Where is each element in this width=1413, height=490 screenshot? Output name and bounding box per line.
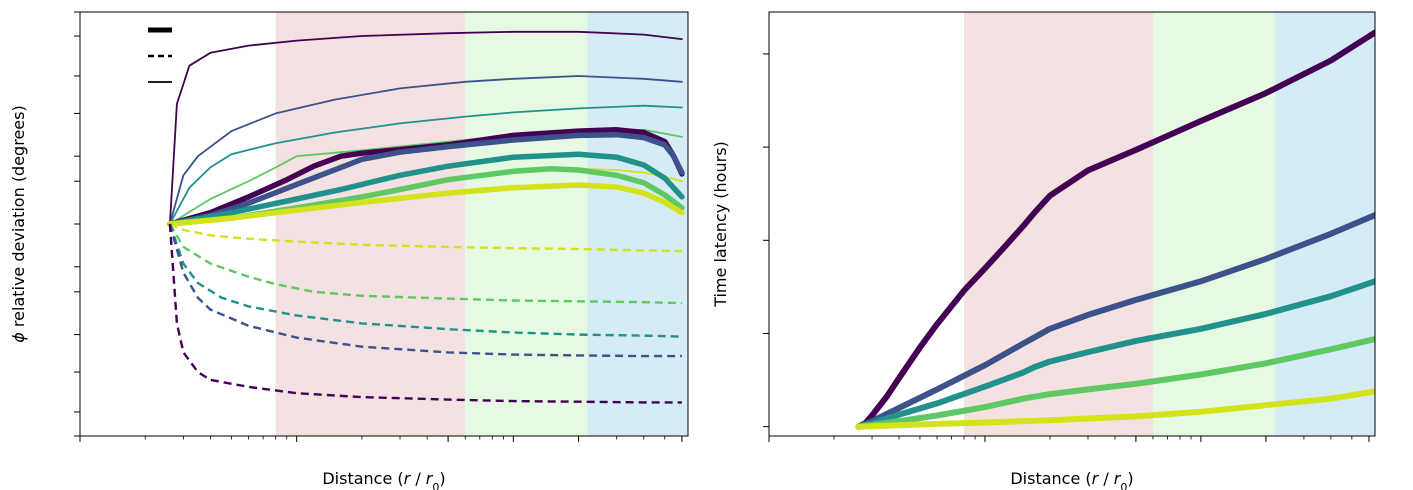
series-line-thick-9	[167, 182, 685, 227]
series-line-dashed-10	[169, 222, 682, 253]
series-line-dashed-11	[168, 223, 682, 305]
x-axis-label: Distance (r / r0)	[1010, 469, 1133, 490]
axes-frame	[768, 11, 1376, 437]
x-axis-label-text: Distance (	[322, 469, 403, 488]
series-group	[167, 30, 685, 404]
y-axis-label-symbol: ϕ	[9, 332, 28, 343]
x-axis-label-text: Distance (	[1010, 469, 1091, 488]
region-band-psp	[964, 12, 1153, 436]
series-line-dashed-13	[168, 223, 682, 358]
series-line-thick-7	[167, 151, 685, 227]
x-axis-label: Distance (r / r0)	[322, 469, 445, 490]
y-axis-label-text: Time latency (hours)	[711, 141, 730, 308]
series-group	[855, 29, 1375, 430]
series-line-dashed-14	[168, 223, 682, 404]
region-band-solo	[465, 12, 588, 436]
series-line-thin-1	[169, 75, 683, 225]
x-axis-label-sub: 0	[1120, 481, 1127, 490]
y-axis-label: Time latency (hours)	[711, 141, 730, 308]
region-band-psp	[275, 12, 466, 436]
x-axis-label-var: r	[1092, 469, 1100, 488]
x-axis-label-var2: r	[426, 469, 434, 488]
x-axis-label-sep: /	[1098, 469, 1114, 488]
series-line-thin-0	[169, 30, 683, 225]
x-axis-label-end: )	[1127, 469, 1133, 488]
x-axis-label-sep: /	[410, 469, 426, 488]
legend	[148, 27, 172, 83]
series-line-4	[855, 388, 1375, 430]
y-axis-label: ϕ relative deviation (degrees)	[9, 105, 28, 342]
series-line-thin-2	[169, 104, 683, 225]
series-line-0	[855, 29, 1375, 430]
x-axis-label-var: r	[404, 469, 412, 488]
series-line-thick-6	[167, 131, 685, 227]
series-line-1	[855, 212, 1375, 430]
y-axis-label-text: relative deviation (degrees)	[9, 105, 28, 332]
x-axis-label-sub: 0	[432, 481, 439, 490]
left-chart-panel: Distance (r / r0)ϕ relative deviation (d…	[9, 11, 689, 490]
region-band-ulysses	[587, 12, 688, 436]
series-line-2	[855, 278, 1375, 430]
x-axis-label-end: )	[439, 469, 445, 488]
right-chart-panel: Distance (r / r0)Time latency (hours)	[711, 11, 1376, 490]
series-line-3	[855, 336, 1375, 430]
x-axis-label-var2: r	[1114, 469, 1122, 488]
